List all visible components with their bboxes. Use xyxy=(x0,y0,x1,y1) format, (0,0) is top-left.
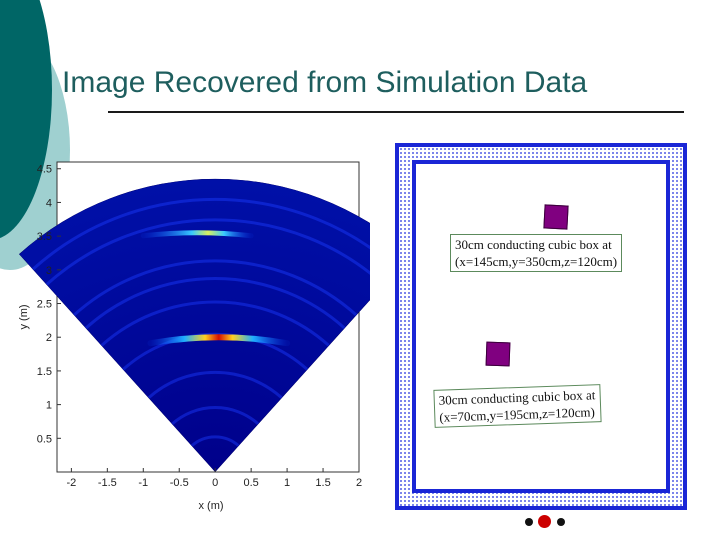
x-tick-label: -2 xyxy=(66,477,76,489)
caption-box-upper-line1: 30cm conducting cubic box at xyxy=(455,237,612,252)
nav-dot-right[interactable] xyxy=(557,518,565,526)
x-tick-label: 1 xyxy=(284,477,290,489)
room-inner-area xyxy=(412,160,670,493)
x-tick-label: -1 xyxy=(138,477,148,489)
caption-box-upper: 30cm conducting cubic box at (x=145cm,y=… xyxy=(450,234,623,272)
heatmap-streak xyxy=(147,370,283,400)
x-tick-label: 2 xyxy=(356,477,362,489)
heatmap-sector xyxy=(19,178,370,472)
caption-box-upper-line2: (x=145cm,y=350cm,z=120cm) xyxy=(455,254,618,269)
reflection-band xyxy=(147,334,291,347)
y-tick-label: 2.5 xyxy=(37,299,52,311)
y-tick-label: 1 xyxy=(46,400,52,412)
dark-teal-shape xyxy=(0,0,52,239)
x-tick-label: -0.5 xyxy=(170,477,189,489)
heatmap-streak xyxy=(45,218,370,286)
x-tick-label: 1.5 xyxy=(315,477,330,489)
slide-decoration xyxy=(0,0,70,270)
y-tick-label: 0.5 xyxy=(37,433,52,445)
heatmap-streak xyxy=(190,435,240,448)
y-tick-label: 3 xyxy=(46,265,52,277)
conducting-box-lower xyxy=(485,341,511,367)
x-tick-label: -1.5 xyxy=(98,477,117,489)
x-tick-label: 0.5 xyxy=(243,477,258,489)
title-divider xyxy=(108,111,684,113)
heatmap-sector-outline xyxy=(19,178,370,473)
y-tick-label: 1.5 xyxy=(37,366,52,378)
slide-title: Image Recovered from Simulation Data xyxy=(62,66,588,99)
reconstruction-plot: -2 -1.5 -1 -0.5 0 0.5 1 1.5 2 0.5 1 1.5 2 2.5 3 3.5 4 4.5… xyxy=(18,161,370,512)
heatmap-streak xyxy=(171,406,260,426)
y-tick-label: 3.5 xyxy=(37,231,52,243)
y-tick-label: 4 xyxy=(46,197,52,209)
y-tick-label: 2 xyxy=(46,332,52,344)
plot-ylabel: y (m) xyxy=(18,304,30,329)
caption-box-lower: 30cm conducting cubic box at (x=70cm,y=1… xyxy=(433,384,602,428)
y-tick-label: 4.5 xyxy=(37,164,52,176)
nav-dot-left[interactable] xyxy=(525,518,533,526)
heatmap-streak xyxy=(72,259,358,317)
heatmap-streak xyxy=(31,197,370,271)
nav-dot-current[interactable] xyxy=(538,515,551,528)
x-tick-label: 0 xyxy=(212,477,218,489)
heatmap-streak xyxy=(84,277,346,330)
heatmap-streak xyxy=(100,300,330,347)
conducting-box-upper xyxy=(543,204,569,230)
reflection-band xyxy=(140,230,254,239)
plot-xlabel: x (m) xyxy=(198,500,223,512)
